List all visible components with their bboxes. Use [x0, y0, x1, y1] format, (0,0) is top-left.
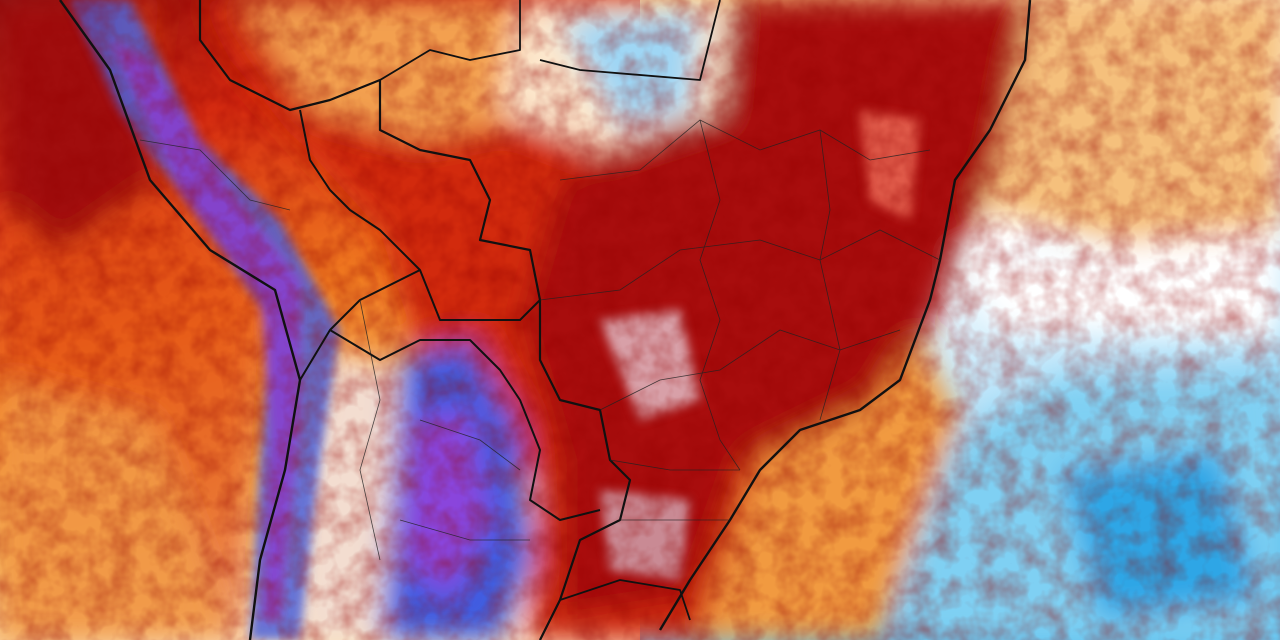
borders: [59, 0, 1032, 640]
state-borders: [139, 119, 941, 561]
